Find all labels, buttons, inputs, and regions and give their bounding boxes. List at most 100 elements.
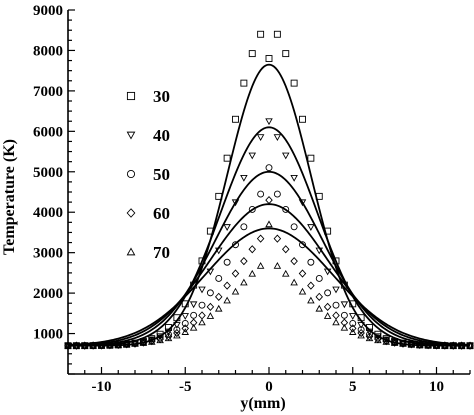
data-point-50 xyxy=(315,275,323,282)
data-point-60 xyxy=(139,338,148,347)
data-point-60 xyxy=(131,339,139,348)
data-point-50 xyxy=(307,258,315,266)
data-point-70 xyxy=(273,261,282,269)
data-point-70 xyxy=(164,334,173,342)
data-point-60 xyxy=(265,195,273,205)
legend-marker-60 xyxy=(126,208,136,218)
data-point-50 xyxy=(299,241,306,249)
data-point-70 xyxy=(139,339,148,346)
data-point-60 xyxy=(164,332,173,341)
data-point-40 xyxy=(198,286,206,294)
data-point-60 xyxy=(432,341,441,350)
data-point-40 xyxy=(315,247,324,255)
data-point-60 xyxy=(281,245,290,254)
data-point-50 xyxy=(332,301,340,309)
data-point-30 xyxy=(273,30,281,38)
data-point-60 xyxy=(357,328,365,338)
data-point-70 xyxy=(365,334,374,342)
y-tick-label: 7000 xyxy=(33,84,63,100)
data-point-50 xyxy=(273,190,281,198)
data-point-50 xyxy=(324,289,332,297)
data-point-50 xyxy=(181,319,189,327)
data-point-40 xyxy=(240,174,248,182)
data-point-70 xyxy=(307,296,315,304)
data-point-40 xyxy=(323,268,332,276)
legend-label-40: 40 xyxy=(153,126,170,145)
data-point-30 xyxy=(340,281,348,289)
data-point-60 xyxy=(390,338,399,347)
data-point-70 xyxy=(290,278,298,286)
data-point-60 xyxy=(407,340,416,349)
data-point-60 xyxy=(466,341,474,350)
data-point-60 xyxy=(290,257,298,266)
data-point-70 xyxy=(214,304,223,312)
x-tick-label: -10 xyxy=(92,379,112,395)
series-line-70 xyxy=(67,227,471,346)
data-point-30 xyxy=(299,115,306,123)
data-point-60 xyxy=(72,341,81,350)
data-point-60 xyxy=(97,341,106,350)
data-point-30 xyxy=(240,79,248,87)
x-tick-label: 10 xyxy=(429,379,444,395)
data-point-50 xyxy=(366,330,373,338)
legend-marker-30 xyxy=(126,91,136,101)
data-point-70 xyxy=(114,340,123,348)
legend-marker-40 xyxy=(126,131,136,140)
data-point-60 xyxy=(273,234,282,243)
data-point-60 xyxy=(340,318,349,327)
data-point-50 xyxy=(198,301,206,309)
y-axis-title: Temperature (K) xyxy=(1,139,18,255)
data-point-30 xyxy=(215,192,223,200)
data-point-70 xyxy=(122,340,131,348)
data-point-30 xyxy=(257,30,265,38)
data-point-70 xyxy=(323,312,332,319)
data-point-50 xyxy=(349,319,357,327)
data-point-40 xyxy=(357,322,365,329)
data-point-40 xyxy=(307,224,315,231)
data-point-70 xyxy=(89,341,97,349)
data-point-70 xyxy=(390,339,399,346)
data-point-40 xyxy=(214,247,223,255)
data-point-70 xyxy=(72,341,81,349)
x-tick-label: 0 xyxy=(265,379,273,395)
data-point-70 xyxy=(223,296,231,304)
data-point-50 xyxy=(257,190,265,198)
data-point-70 xyxy=(298,287,307,295)
legend-marker-70 xyxy=(126,247,136,256)
y-tick-label: 6000 xyxy=(33,124,63,140)
data-point-70 xyxy=(315,304,324,312)
data-point-30 xyxy=(290,79,298,87)
data-point-30 xyxy=(173,314,181,322)
legend-label-30: 30 xyxy=(153,87,170,106)
data-point-70 xyxy=(173,331,181,339)
data-point-30 xyxy=(315,192,323,200)
data-point-60 xyxy=(173,328,181,338)
data-point-60 xyxy=(441,341,449,350)
series-line-30 xyxy=(68,63,470,347)
data-point-60 xyxy=(348,324,357,333)
data-point-60 xyxy=(323,302,332,311)
data-point-70 xyxy=(147,337,156,345)
data-point-50 xyxy=(282,206,290,213)
data-point-70 xyxy=(340,323,349,331)
data-point-70 xyxy=(231,287,240,295)
data-point-40 xyxy=(298,199,307,207)
data-point-40 xyxy=(181,313,190,320)
data-point-60 xyxy=(457,341,466,350)
x-tick-label: -5 xyxy=(179,379,192,395)
y-tick-label: 3000 xyxy=(33,246,63,262)
data-point-50 xyxy=(240,223,248,231)
data-point-60 xyxy=(399,339,407,348)
data-point-60 xyxy=(231,269,240,278)
data-point-70 xyxy=(424,341,432,349)
data-point-30 xyxy=(366,324,373,331)
data-point-60 xyxy=(415,340,424,349)
data-point-50 xyxy=(165,330,172,338)
data-point-30 xyxy=(349,300,357,308)
data-point-70 xyxy=(449,341,458,349)
data-point-60 xyxy=(424,341,432,350)
data-point-70 xyxy=(198,318,206,326)
data-point-30 xyxy=(357,314,365,322)
